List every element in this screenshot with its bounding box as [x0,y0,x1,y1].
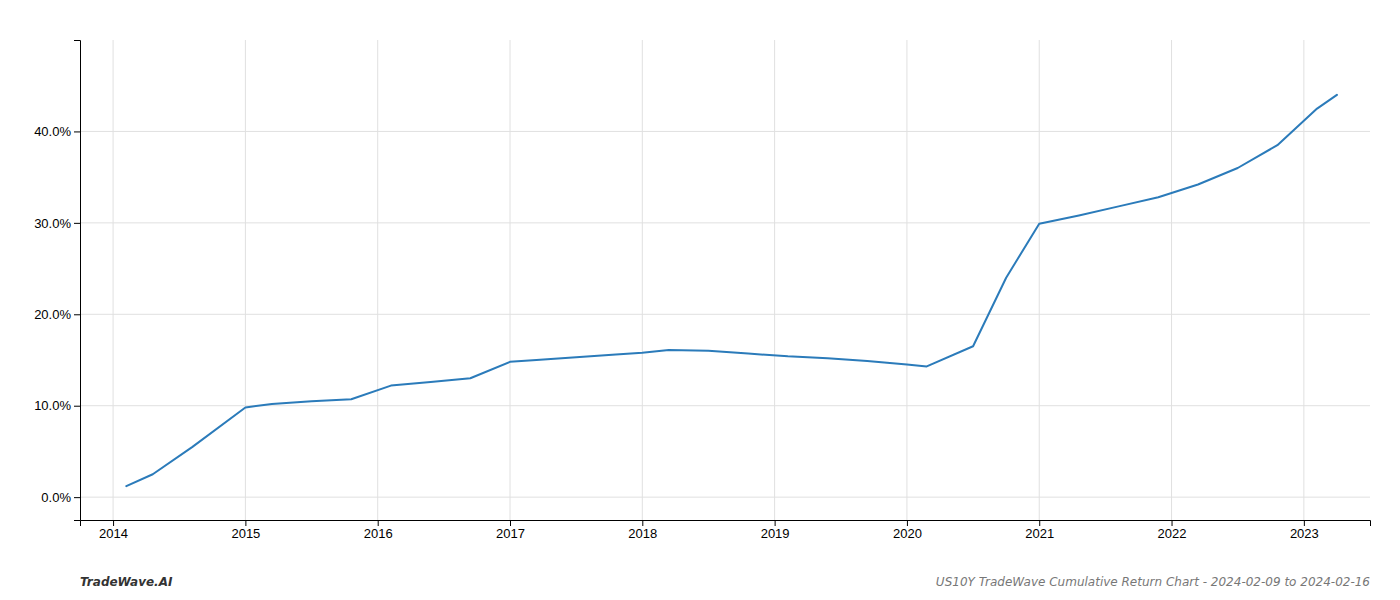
x-tick: 2022 [1158,520,1187,541]
y-tick: 40.0% [34,124,80,139]
x-tick-label: 2016 [364,526,393,541]
y-tick-mark [74,497,80,498]
x-tick-label: 2015 [231,526,260,541]
x-tick-label: 2017 [496,526,525,541]
x-tick: 2018 [628,520,657,541]
x-tick-mark [1304,520,1305,526]
x-tick-mark [1039,520,1040,526]
marks [126,95,1337,486]
x-grid-line [113,40,114,520]
x-tick-mark [907,520,908,526]
x-tick: 2020 [893,520,922,541]
x-grid-line [642,40,643,520]
x-axis-line [81,521,1371,527]
x-grid-line [377,40,378,520]
x-grid-line [1171,40,1172,520]
y-grid-line [80,314,1370,315]
y-tick-label: 40.0% [34,124,71,139]
y-tick-mark [74,406,80,407]
y-tick: 20.0% [34,307,80,322]
x-tick-mark [775,520,776,526]
x-tick: 2017 [496,520,525,541]
y-tick-mark [74,314,80,315]
y-grid-line [80,497,1370,498]
y-grid-line [80,131,1370,132]
x-tick-label: 2014 [99,526,128,541]
x-tick-mark [113,520,114,526]
x-tick-mark [510,520,511,526]
y-tick: 30.0% [34,216,80,231]
x-grid-line [1039,40,1040,520]
y-tick-label: 30.0% [34,216,71,231]
x-tick-label: 2018 [628,526,657,541]
x-tick-mark [642,520,643,526]
x-tick-mark [245,520,246,526]
x-tick-label: 2020 [893,526,922,541]
y-tick-mark [74,223,80,224]
x-tick: 2021 [1025,520,1054,541]
y-grid-line [80,405,1370,406]
x-grid-line [1303,40,1304,520]
y-tick-mark [74,131,80,132]
x-grid-line [245,40,246,520]
x-tick-label: 2021 [1025,526,1054,541]
footer-left: TradeWave.AI [80,575,173,589]
x-tick: 2014 [99,520,128,541]
x-axis: 2014 2015 2016 2017 2018 2019 2020 2021 2022 2023 [81,520,1371,541]
x-grid-line [774,40,775,520]
y-tick-label: 0.0% [41,490,71,505]
x-tick-label: 2022 [1158,526,1187,541]
x-tick: 2019 [761,520,790,541]
x-tick: 2016 [364,520,393,541]
line [126,95,1337,486]
x-tick-label: 2019 [761,526,790,541]
chart: 2014 2015 2016 2017 2018 2019 2020 2021 2022 2023… [0,0,1400,600]
y-axis-line [74,41,81,521]
x-grid-line [510,40,511,520]
y-tick-label: 20.0% [34,307,71,322]
y-grid-line [80,222,1370,223]
x-tick: 2023 [1290,520,1319,541]
x-grid-line [906,40,907,520]
x-tick: 2015 [231,520,260,541]
y-tick: 0.0% [41,490,80,505]
y-tick: 10.0% [34,398,80,413]
x-tick-mark [378,520,379,526]
x-tick-mark [1172,520,1173,526]
y-tick-label: 10.0% [34,398,71,413]
grid [80,40,1370,520]
y-axis: 0.0% 10.0% 20.0% 30.0% 40.0% [34,41,80,521]
x-tick-label: 2023 [1290,526,1319,541]
footer-right: US10Y TradeWave Cumulative Return Chart … [936,575,1371,589]
plot: 2014 2015 2016 2017 2018 2019 2020 2021 2022 2023… [34,40,1370,541]
